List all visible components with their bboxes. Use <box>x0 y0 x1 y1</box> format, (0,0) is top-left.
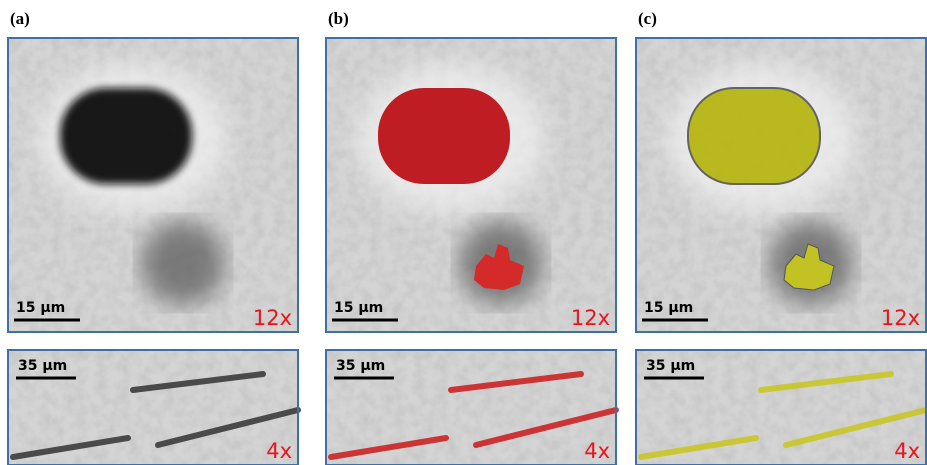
large-cell <box>60 88 192 184</box>
large-cell <box>688 88 820 184</box>
zoom-text: 12x <box>253 306 292 330</box>
bottom-image: 35 µm 4x <box>636 350 926 465</box>
zoom-text: 12x <box>571 306 610 330</box>
scale-text: 15 µm <box>16 300 65 316</box>
scale-text: 15 µm <box>644 300 693 316</box>
scale-text: 35 µm <box>336 358 385 374</box>
bottom-image: 35 µm 4x <box>326 350 616 465</box>
figure: (a) 15 µm 12x 35 µm 4x (b) 15 µm 12x 35 µm 4x (c) 1… <box>0 0 927 465</box>
bottom-image: 35 µm 4x <box>8 350 298 465</box>
zoom-text: 4x <box>266 439 292 463</box>
top-image: 15 µm 12x <box>8 38 298 332</box>
scale-text: 15 µm <box>334 300 383 316</box>
zoom-text: 4x <box>894 439 920 463</box>
zoom-text: 4x <box>584 439 610 463</box>
scale-text: 35 µm <box>646 358 695 374</box>
panel-label: (c) <box>638 9 657 28</box>
large-cell <box>378 88 510 184</box>
top-image: 15 µm 12x <box>636 38 926 332</box>
panel-label: (a) <box>10 9 30 28</box>
small-cell-shadow <box>141 221 225 305</box>
top-image: 15 µm 12x <box>326 38 616 332</box>
panel-label: (b) <box>328 9 349 28</box>
scale-text: 35 µm <box>18 358 67 374</box>
zoom-text: 12x <box>881 306 920 330</box>
